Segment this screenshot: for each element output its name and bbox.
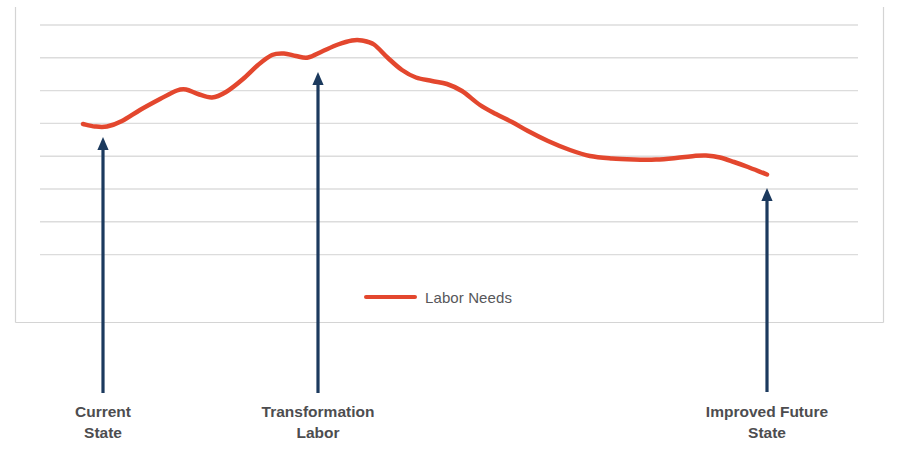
annotation-arrow-head: [312, 72, 323, 85]
annotation-label-improved-future-state: Improved Future State: [706, 402, 828, 443]
legend: Labor Needs: [364, 288, 512, 306]
legend-label: Labor Needs: [425, 289, 512, 306]
chart-canvas: Labor Needs Current State Transformation…: [0, 0, 900, 456]
labor-needs-line-chart: [0, 0, 900, 456]
annotation-line2: State: [706, 423, 828, 444]
annotation-line1: Current: [75, 402, 131, 423]
annotation-line2: Labor: [262, 423, 375, 444]
annotation-line2: State: [75, 423, 131, 444]
annotation-line1: Transformation: [262, 402, 375, 423]
annotation-line1: Improved Future: [706, 402, 828, 423]
annotation-arrow-head: [761, 188, 772, 201]
annotation-label-current-state: Current State: [75, 402, 131, 443]
annotation-label-transformation-labor: Transformation Labor: [262, 402, 375, 443]
annotation-arrow-head: [97, 137, 108, 150]
legend-line-swatch: [364, 295, 417, 299]
labor-needs-line: [83, 40, 767, 175]
